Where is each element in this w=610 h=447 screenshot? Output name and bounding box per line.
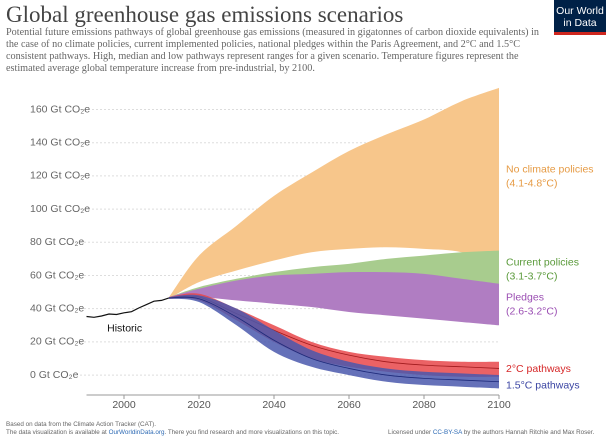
median-line [168, 296, 500, 383]
range-area [169, 271, 499, 326]
x-tick-label: 2040 [262, 399, 286, 411]
series-range: (4.1-4.8°C) [506, 178, 557, 190]
note-text: The data visualization is available at [6, 429, 109, 436]
historic-label: Historic [107, 322, 142, 334]
y-tick-label: 100 Gt CO₂e [30, 203, 90, 215]
chart: 0 Gt CO₂e 20 Gt CO₂e 40 Gt CO₂e 60 Gt CO₂e 8… [30, 87, 594, 411]
series-label: Current policies [506, 256, 579, 268]
range-area [169, 294, 499, 389]
x-tick-label: 2000 [112, 399, 136, 411]
y-tick-label: 0 Gt CO₂e [30, 369, 79, 381]
series-range: (2.6-3.2°C) [506, 305, 557, 317]
chart-title: Global greenhouse gas emissions scenario… [6, 2, 404, 27]
series-label: No climate policies [506, 164, 594, 176]
source-note: Based on data from the Climate Action Tr… [6, 421, 157, 428]
series-label: 1.5°C pathways [506, 380, 580, 392]
license-text: by the authors Hannah Ritchie and Max Ro… [461, 429, 595, 436]
series-range: (3.1-3.7°C) [506, 270, 557, 282]
y-tick-label: 120 Gt CO₂e [30, 170, 90, 182]
y-tick-label: 60 Gt CO₂e [30, 269, 84, 281]
logo-text: Our World [556, 5, 604, 17]
series-label: Pledges [506, 291, 544, 303]
y-tick-label: 140 Gt CO₂e [30, 136, 90, 148]
license-link[interactable]: CC-BY-SA [432, 429, 462, 436]
range-area [169, 87, 499, 299]
y-tick-label: 40 Gt CO₂e [30, 302, 84, 314]
note-text: . There you find research and more visua… [164, 429, 339, 436]
x-tick-label: 2020 [187, 399, 211, 411]
availability-note: The data visualization is available at O… [6, 429, 339, 437]
series-label: 2°C pathways [506, 363, 571, 375]
license-text: Licensed under [388, 429, 433, 436]
logo[interactable]: Our World in Data [554, 0, 606, 35]
site-link[interactable]: OurWorldinData.org [108, 429, 165, 436]
y-tick-label: 20 Gt CO₂e [30, 336, 84, 348]
x-tick-label: 2080 [412, 399, 436, 411]
x-tick-label: 2100 [487, 399, 511, 411]
chart-subtitle: Potential future emissions pathways of g… [6, 27, 540, 74]
y-tick-label: 80 Gt CO₂e [30, 236, 84, 248]
footer-source: Based on data from the Climate Action Tr… [6, 421, 339, 437]
logo-text: in Data [563, 17, 597, 29]
footer-license: Licensed under CC-BY-SA by the authors H… [388, 429, 594, 437]
y-tick-label: 160 Gt CO₂e [30, 103, 90, 115]
historic-line [86, 297, 170, 318]
x-tick-label: 2060 [337, 399, 361, 411]
